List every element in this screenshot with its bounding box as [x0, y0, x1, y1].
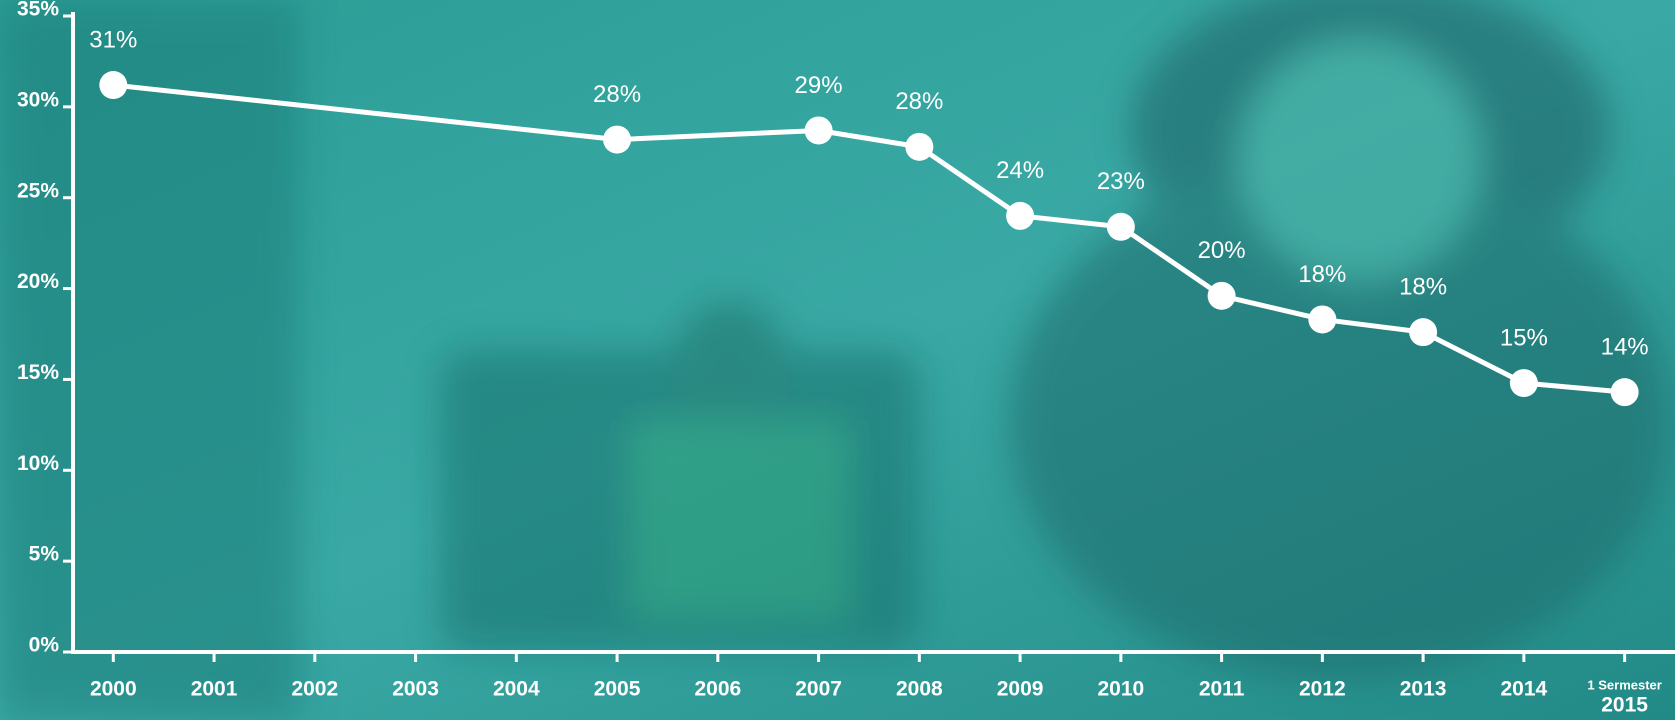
data-label: 18% — [1399, 274, 1447, 301]
x-tick-label: 2012 — [1299, 678, 1346, 701]
x-tick-label: 2011 — [1199, 678, 1245, 701]
point — [805, 116, 833, 144]
point — [1510, 369, 1538, 397]
x-tick-label: 2000 — [90, 678, 137, 701]
x-tick-label: 2009 — [997, 678, 1044, 701]
x-tick-label: 2014 — [1501, 678, 1548, 701]
point — [603, 126, 631, 154]
x-tick-label: 2004 — [493, 678, 540, 701]
x-tick-label: 2005 — [594, 678, 641, 701]
x-tick-label: 2010 — [1097, 678, 1144, 701]
point — [1208, 282, 1236, 310]
point — [905, 133, 933, 161]
y-tick-label: 20% — [17, 270, 59, 293]
x-tick-label: 2007 — [795, 678, 842, 701]
y-tick-label: 35% — [17, 0, 59, 21]
data-label: 23% — [1097, 168, 1145, 195]
x-tick-label: 2003 — [392, 678, 439, 701]
data-label: 24% — [996, 157, 1044, 184]
chart: 0% 5% 10% 15% 20% 25% 30% 35% 2000 2001 2002 2003 20… — [0, 0, 1675, 720]
x-tick-label: 2015 — [1601, 694, 1648, 717]
point — [1409, 318, 1437, 346]
data-label: 28% — [895, 88, 943, 115]
x-tick-label: 2006 — [694, 678, 741, 701]
data-label: 29% — [795, 72, 843, 99]
y-tick-label: 30% — [17, 88, 59, 111]
point — [99, 71, 127, 99]
y-tick-label: 15% — [17, 361, 59, 384]
x-tick-label: 2013 — [1400, 678, 1447, 701]
x-tick-label: 2001 — [191, 678, 238, 701]
x-tick-label: 2002 — [291, 678, 338, 701]
x-tick-note: 1 Sermester — [1587, 677, 1661, 692]
y-tick-label: 5% — [29, 543, 60, 566]
y-tick-label: 0% — [29, 634, 60, 657]
y-tick-label: 10% — [17, 452, 59, 475]
x-tick-label: 2008 — [896, 678, 943, 701]
y-tick-label: 25% — [17, 179, 59, 202]
data-label: 15% — [1500, 324, 1548, 351]
point — [1006, 202, 1034, 230]
data-label: 28% — [593, 81, 641, 108]
page: 0% 5% 10% 15% 20% 25% 30% 35% 2000 2001 2002 2003 20… — [0, 0, 1675, 720]
data-label: 18% — [1298, 261, 1346, 288]
point — [1308, 305, 1336, 333]
data-label: 20% — [1198, 237, 1246, 264]
data-label: 31% — [89, 26, 137, 53]
point — [1107, 213, 1135, 241]
data-label: 14% — [1601, 333, 1649, 360]
point — [1611, 378, 1639, 406]
